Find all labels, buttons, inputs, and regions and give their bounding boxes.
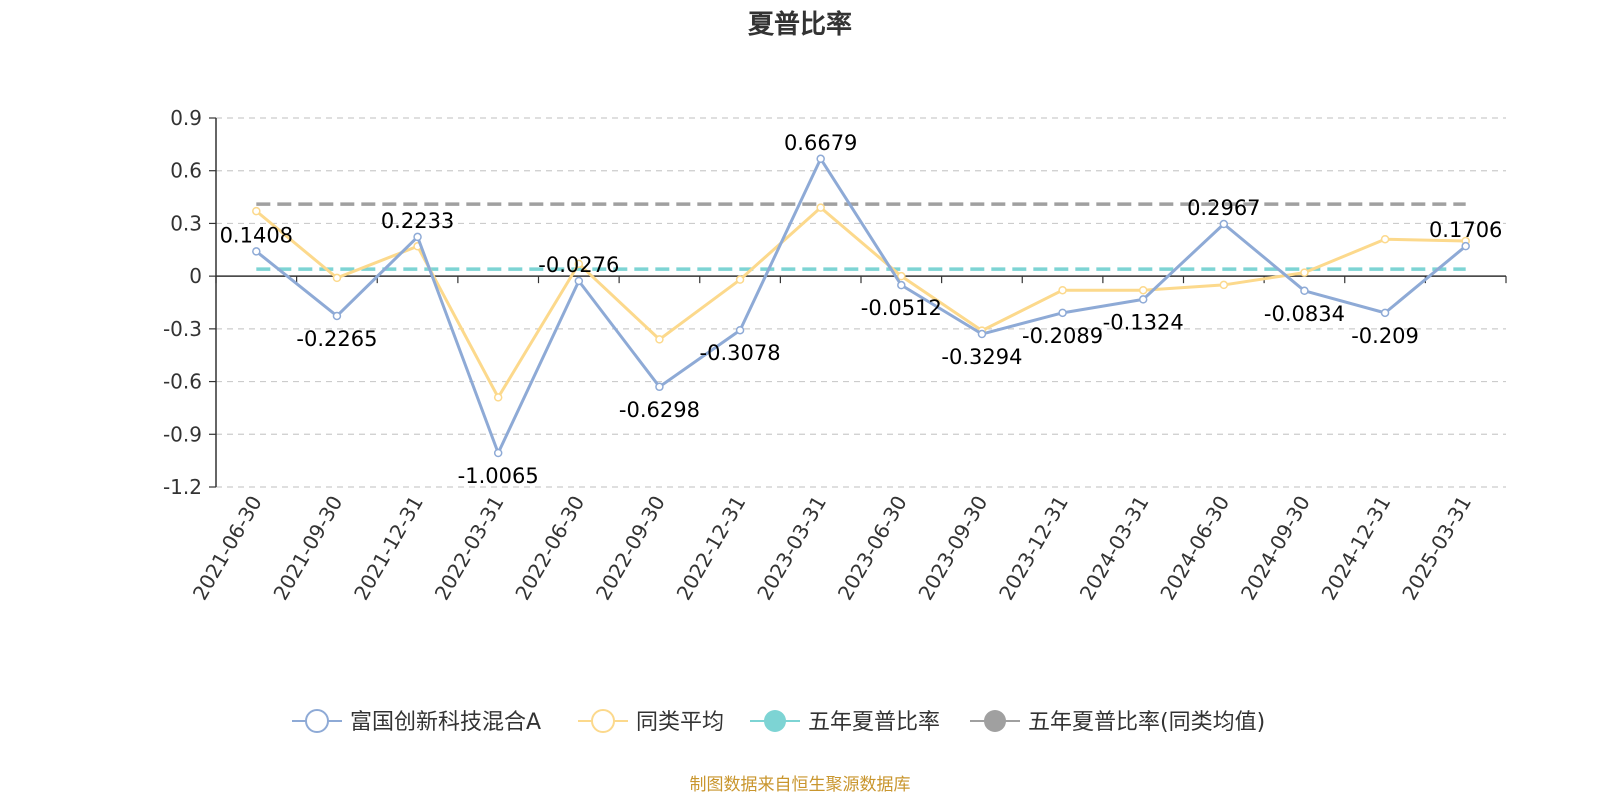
data-point	[1138, 285, 1148, 295]
y-tick-label: 0	[189, 264, 202, 288]
y-tick-label: -0.3	[163, 317, 202, 341]
data-point	[1219, 219, 1229, 229]
data-label: -0.2265	[296, 327, 377, 351]
data-point	[1058, 285, 1067, 295]
data-point	[574, 259, 584, 269]
y-tick-label: 0.6	[170, 159, 202, 183]
data-label: -0.0276	[538, 253, 619, 277]
data-point	[1219, 280, 1229, 290]
data-label: -0.3294	[941, 345, 1022, 369]
x-tick-label: 2022-03-31	[430, 492, 509, 605]
x-tick-label: 2021-09-30	[268, 492, 347, 605]
data-point	[897, 271, 906, 281]
x-tick-label: 2021-06-30	[188, 492, 267, 605]
data-point	[493, 393, 503, 402]
legend-item[interactable]: 五年夏普比率(同类均值)	[970, 710, 1265, 735]
data-point	[1058, 308, 1067, 318]
legend-label: 五年夏普比率(同类均值)	[1028, 710, 1265, 735]
data-point	[1380, 308, 1390, 318]
data-point	[655, 335, 664, 344]
data-source-note: 制图数据来自恒生聚源数据库	[690, 775, 911, 795]
data-label: 0.2967	[1187, 196, 1260, 220]
x-tick-label: 2022-12-31	[671, 492, 750, 605]
data-label: -0.0834	[1264, 302, 1345, 326]
series-line	[255, 206, 1466, 399]
data-label: 0.1706	[1429, 218, 1502, 242]
data-point	[574, 276, 584, 286]
data-point	[816, 203, 825, 212]
x-tick-label: 2023-12-31	[994, 492, 1073, 605]
x-tick-label: 2022-06-30	[510, 492, 589, 605]
legend-label: 五年夏普比率	[808, 710, 940, 735]
legend-label: 同类平均	[636, 710, 724, 735]
legend-item[interactable]: 富国创新科技混合A	[292, 709, 541, 735]
legend[interactable]: 富国创新科技混合A 同类平均 五年夏普比率 五年夏普比率(同类均值)	[292, 709, 1265, 735]
legend-label: 富国创新科技混合A	[350, 710, 541, 735]
data-label: -0.1324	[1103, 310, 1184, 334]
y-tick-label: -1.2	[163, 475, 202, 499]
legend-swatch-marker	[984, 710, 1006, 732]
data-point	[1300, 286, 1309, 296]
x-tick-label: 2024-12-31	[1316, 492, 1395, 605]
x-tick-label: 2024-06-30	[1155, 492, 1234, 605]
legend-swatch-marker	[591, 709, 615, 733]
data-point	[735, 275, 745, 284]
y-tick-label: -0.6	[163, 370, 202, 394]
series-layer	[252, 154, 1470, 458]
legend-swatch-marker	[305, 709, 329, 733]
y-tick-label: 0.9	[170, 106, 202, 130]
data-label: -0.2089	[1022, 324, 1103, 348]
data-labels: 0.1408 -0.2265 0.2233 -1.0065 -0.0276 -0.6298…	[220, 131, 1503, 488]
y-tick-label: -0.9	[163, 422, 202, 446]
x-tick-label: 2024-09-30	[1236, 492, 1315, 605]
legend-item[interactable]: 五年夏普比率	[750, 710, 940, 735]
data-point	[252, 206, 261, 216]
x-tick-label: 2024-03-31	[1075, 492, 1154, 605]
data-point	[977, 329, 987, 339]
y-tick-label: 0.3	[170, 211, 202, 235]
data-point	[1138, 295, 1148, 304]
data-label: -0.6298	[619, 398, 700, 422]
data-point	[735, 325, 745, 335]
data-label: -0.3078	[700, 341, 781, 365]
legend-item[interactable]: 同类平均	[578, 709, 724, 735]
x-tick-label: 2025-03-31	[1397, 492, 1476, 605]
data-label: -0.0512	[861, 296, 942, 320]
legend-swatch-marker	[764, 710, 786, 732]
data-label: -1.0065	[458, 464, 539, 488]
data-point	[252, 247, 261, 256]
reference-lines	[256, 202, 1466, 271]
data-point	[816, 154, 825, 164]
data-label: -0.209	[1351, 324, 1419, 348]
x-tick-label: 2023-09-30	[913, 492, 992, 605]
data-point	[332, 311, 342, 321]
data-label: 0.1408	[220, 223, 293, 247]
data-point	[332, 273, 342, 283]
data-label: 0.2233	[381, 209, 454, 233]
x-tick-label: 2023-06-30	[833, 492, 912, 605]
data-point	[493, 448, 503, 458]
data-label: 0.6679	[784, 131, 857, 155]
data-point	[1380, 234, 1390, 244]
data-point	[897, 280, 906, 290]
grid-layer	[216, 117, 1506, 488]
data-point	[413, 232, 422, 242]
x-tick-label: 2021-12-31	[349, 492, 428, 605]
data-point	[655, 382, 664, 392]
series-line	[255, 157, 1467, 455]
x-tick-label: 2022-09-30	[591, 492, 670, 605]
data-point	[1300, 268, 1309, 277]
data-point	[1461, 241, 1470, 251]
x-tick-label: 2023-03-31	[752, 492, 831, 605]
chart-title: 夏普比率	[748, 9, 852, 40]
